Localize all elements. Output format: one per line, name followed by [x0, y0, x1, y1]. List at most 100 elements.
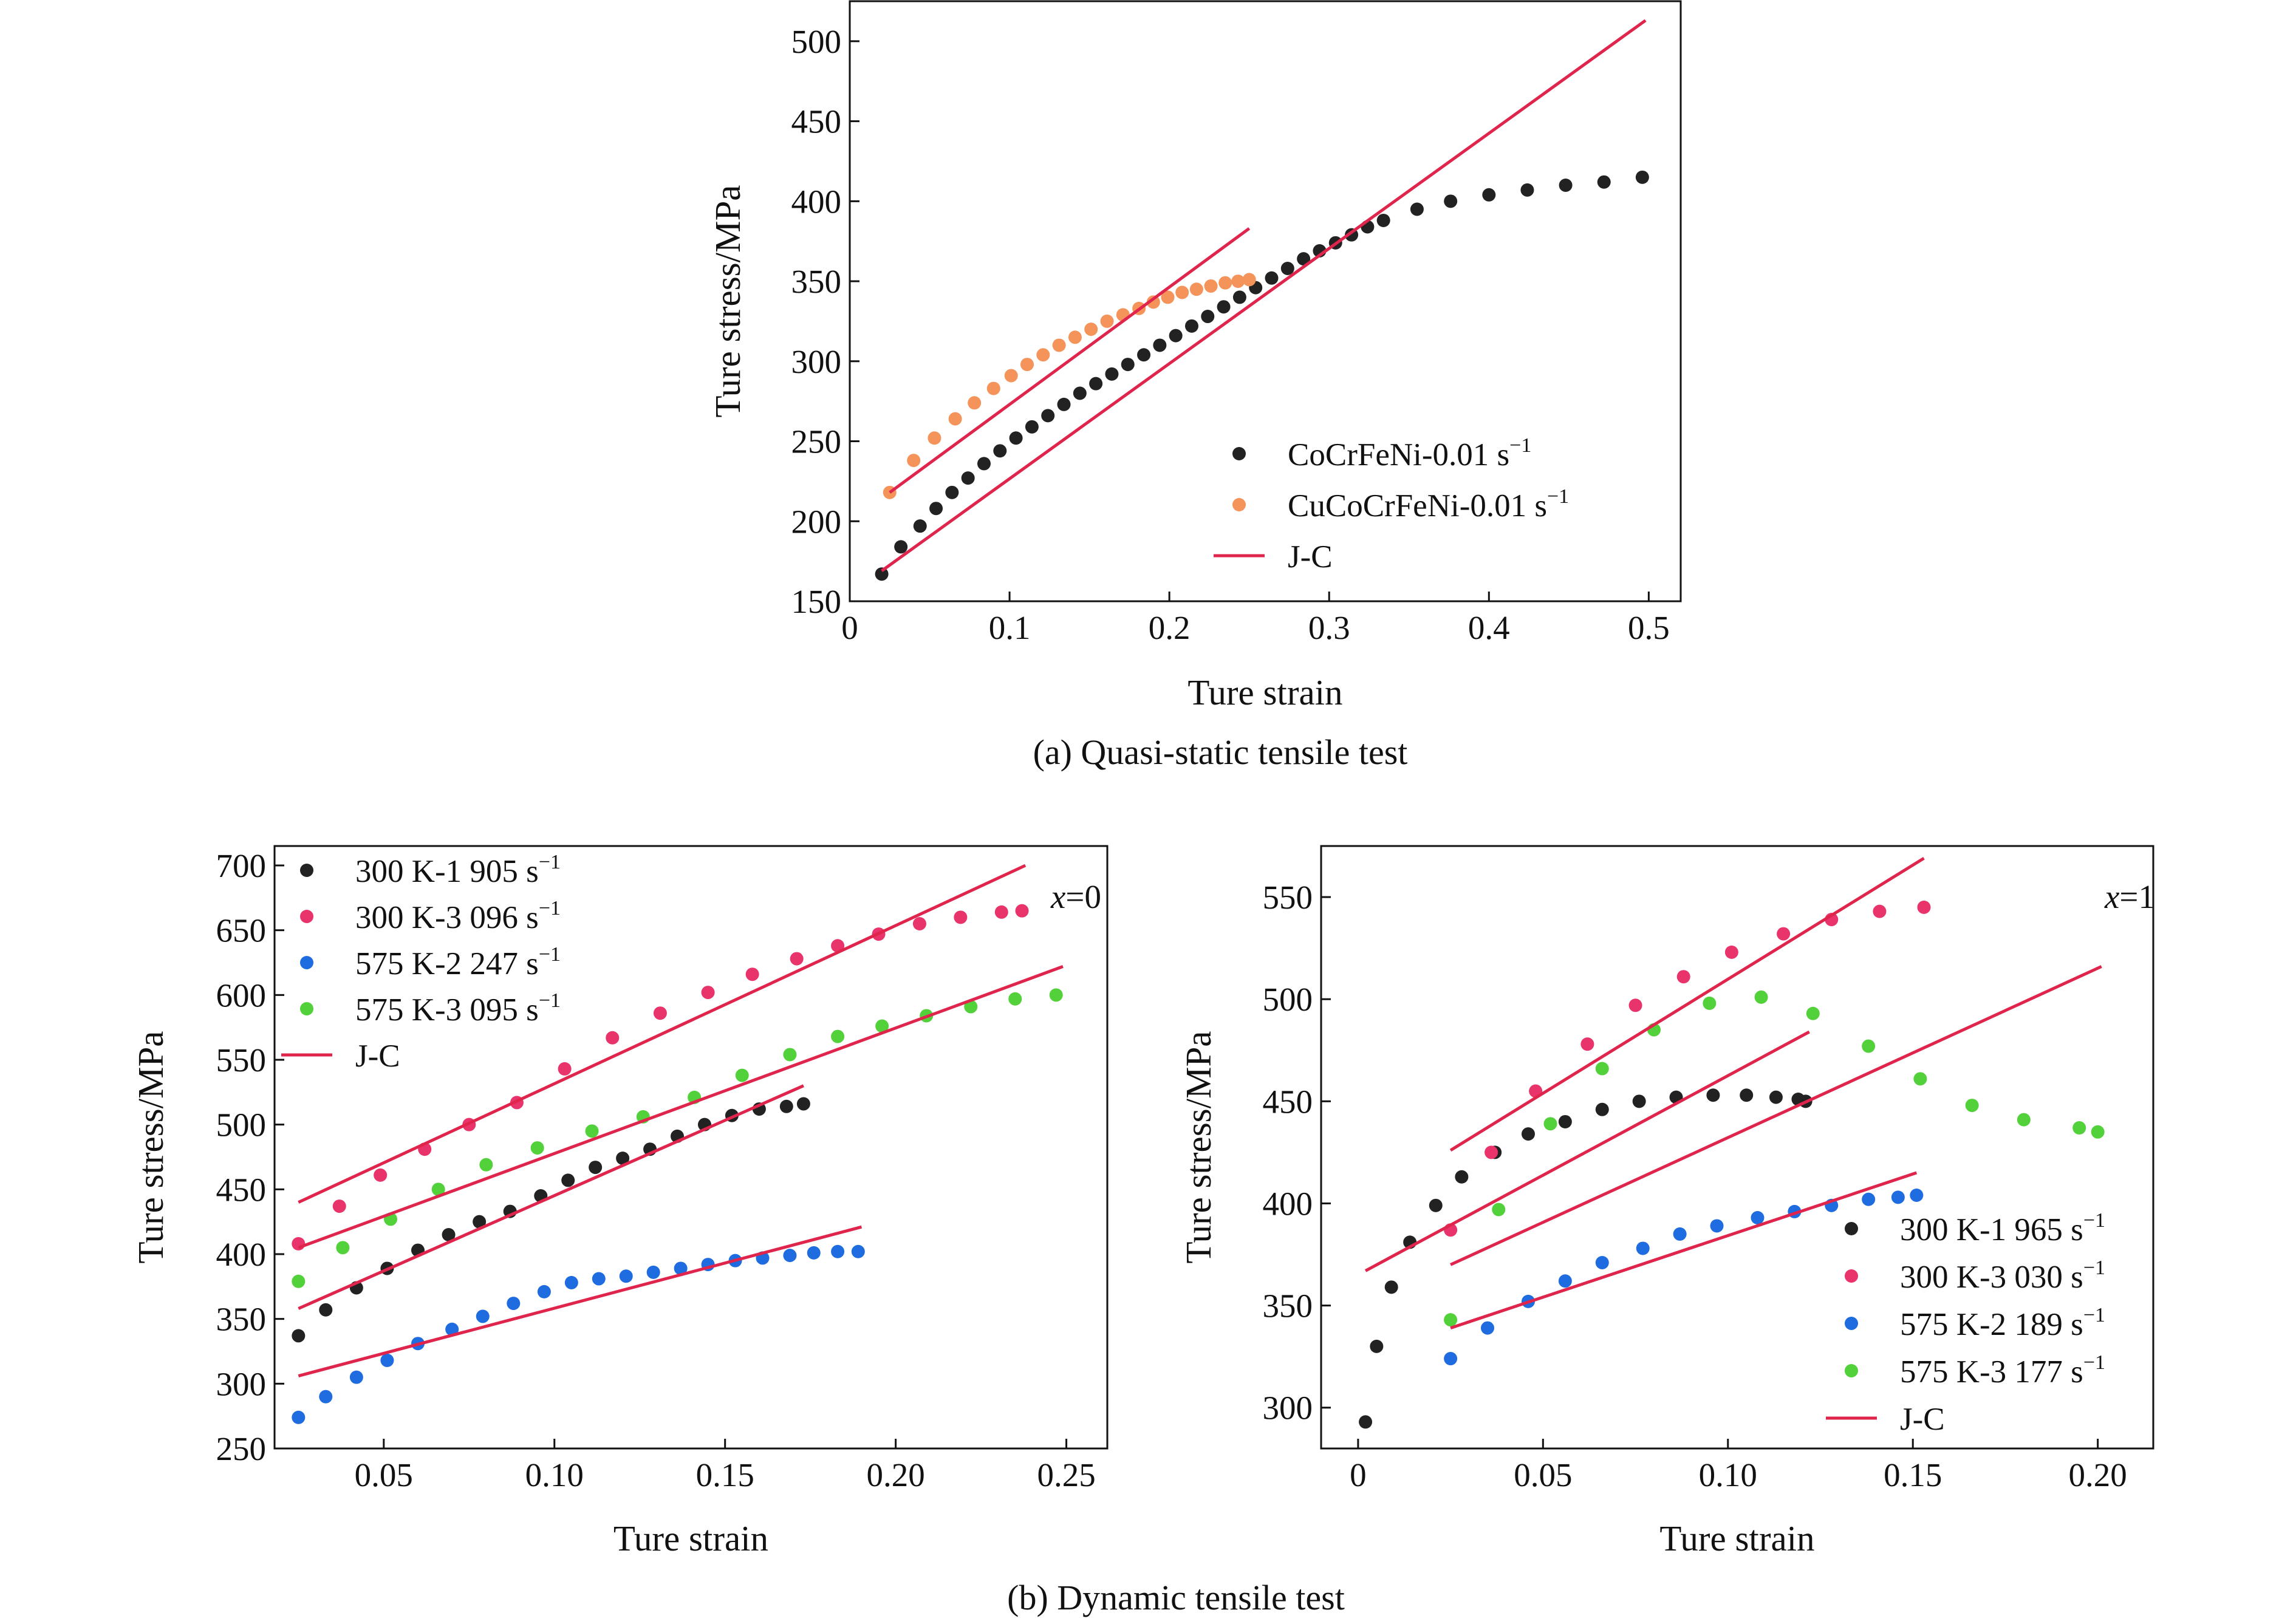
- y-tick-label: 400: [216, 1236, 267, 1273]
- y-tick-label: 300: [216, 1365, 267, 1402]
- data-point: [442, 1228, 456, 1241]
- caption-b: (b) Dynamic tensile test: [1007, 1578, 1345, 1617]
- legend-marker: [1845, 1317, 1858, 1330]
- data-point: [319, 1390, 333, 1404]
- legend-label: 575 K-3 177 s−1: [1900, 1351, 2105, 1390]
- legend-label: CoCrFeNi-0.01 s−1: [1288, 434, 1531, 473]
- data-point: [319, 1303, 333, 1317]
- data-point: [1025, 420, 1039, 434]
- legend-label: 300 K-3 096 s−1: [355, 897, 561, 935]
- series-0: [1359, 1088, 1813, 1429]
- data-point: [783, 1048, 797, 1062]
- y-tick-label: 450: [791, 103, 842, 140]
- jc-fit-line: [889, 227, 1251, 494]
- x-tick-label: 0.3: [1308, 609, 1350, 646]
- data-point: [954, 910, 968, 924]
- legend-label: 300 K-1 905 s−1: [355, 851, 561, 889]
- data-point: [1444, 194, 1458, 208]
- jc-fit-line: [1449, 857, 1925, 1152]
- data-point: [1089, 377, 1103, 391]
- y-axis-label: Ture stress/MPa: [1178, 1031, 1218, 1263]
- data-point: [292, 1410, 306, 1424]
- x-tick-label: 0.20: [2069, 1456, 2127, 1493]
- data-point: [1676, 970, 1690, 984]
- x-tick-label: 0.10: [1699, 1456, 1757, 1493]
- data-point: [1520, 183, 1534, 197]
- data-point: [1057, 397, 1071, 411]
- legend-label: 575 K-2 189 s−1: [1900, 1304, 2105, 1342]
- data-point: [1009, 431, 1023, 445]
- data-point: [1100, 314, 1114, 328]
- data-point: [1521, 1127, 1535, 1141]
- legend-marker: [300, 1002, 313, 1015]
- series-3: [1444, 990, 2105, 1327]
- plot-frame: [273, 845, 1109, 1450]
- data-point: [779, 1099, 793, 1113]
- x-tick-label: 0: [1350, 1456, 1367, 1493]
- chart-a: 0 0.1 0.2 0.3 0.4 0.5 150 200 250 300 350 400 450 500…: [708, 0, 1682, 712]
- chart-b-right: 0 0.05 0.10 0.15 0.20 300 350 400 450 500 550 Ture …: [1178, 845, 2155, 1558]
- data-point: [292, 1274, 306, 1288]
- x-tick-label: 0.5: [1628, 609, 1670, 646]
- data-point: [1073, 386, 1087, 400]
- data-point: [606, 1031, 620, 1045]
- y-tick-label: 200: [791, 503, 842, 540]
- data-point: [1862, 1039, 1876, 1053]
- y-tick-label: 350: [1263, 1288, 1313, 1325]
- data-point: [380, 1353, 394, 1367]
- data-point: [1482, 188, 1496, 202]
- data-point: [1015, 904, 1029, 918]
- data-point: [1580, 1037, 1594, 1051]
- x-tick-label: 0.2: [1149, 609, 1191, 646]
- data-point: [1068, 330, 1082, 344]
- data-point: [646, 1265, 660, 1279]
- x-tick-label: 0.10: [525, 1456, 584, 1493]
- data-point: [993, 444, 1007, 458]
- data-point: [875, 1019, 889, 1033]
- data-point: [1121, 358, 1135, 372]
- data-point: [1706, 1088, 1720, 1102]
- data-point: [585, 1124, 599, 1138]
- data-point: [1740, 1088, 1754, 1102]
- y-axis-label: Ture stress/MPa: [708, 185, 748, 417]
- data-point: [479, 1158, 493, 1172]
- y-tick-label: 450: [216, 1171, 267, 1208]
- x-tick-label: 0.1: [989, 609, 1031, 646]
- data-point: [894, 540, 908, 554]
- series-1: [883, 273, 1256, 499]
- legend-marker: [1232, 447, 1246, 460]
- data-point: [907, 454, 921, 468]
- jc-fit-line: [298, 965, 1064, 1249]
- x-axis-label: Ture strain: [1187, 672, 1342, 712]
- x-tick-label: 0.4: [1468, 609, 1510, 646]
- data-point: [1754, 990, 1768, 1004]
- plot-frame: [849, 0, 1682, 602]
- data-point: [507, 1297, 521, 1311]
- x-tick-label: 0.20: [867, 1456, 925, 1493]
- legend-marker: [300, 864, 313, 877]
- data-point: [2072, 1121, 2086, 1135]
- y-tick-label: 250: [216, 1430, 267, 1467]
- data-point: [1429, 1198, 1443, 1212]
- data-point: [1184, 319, 1198, 333]
- data-point: [1710, 1219, 1724, 1233]
- y-tick-label: 500: [791, 23, 842, 60]
- data-point: [1597, 175, 1611, 189]
- data-point: [783, 1249, 797, 1263]
- data-point: [1376, 213, 1390, 227]
- data-point: [1891, 1190, 1905, 1204]
- data-point: [1049, 988, 1063, 1002]
- data-point: [616, 1151, 630, 1165]
- data-point: [831, 939, 845, 953]
- data-point: [558, 1062, 572, 1076]
- data-point: [1297, 252, 1311, 266]
- data-point: [336, 1241, 350, 1255]
- data-point: [831, 1029, 845, 1043]
- data-point: [735, 1068, 749, 1082]
- data-point: [1410, 202, 1424, 216]
- legend: CoCrFeNi-0.01 s−1 CuCoCrFeNi-0.01 s−1 J-C: [1214, 434, 1569, 575]
- data-point: [977, 457, 991, 471]
- data-point: [1370, 1339, 1384, 1353]
- data-point: [1636, 1241, 1650, 1255]
- y-tick-label: 350: [216, 1301, 267, 1338]
